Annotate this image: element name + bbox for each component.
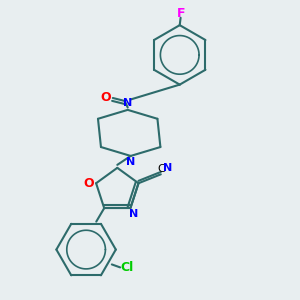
Text: N: N bbox=[126, 158, 135, 167]
Text: N: N bbox=[123, 98, 132, 108]
Text: F: F bbox=[177, 7, 185, 20]
Text: O: O bbox=[83, 177, 94, 190]
Text: N: N bbox=[129, 209, 138, 219]
Text: C: C bbox=[157, 164, 165, 174]
Text: N: N bbox=[163, 163, 172, 173]
Text: O: O bbox=[100, 92, 111, 104]
Text: Cl: Cl bbox=[120, 261, 133, 274]
